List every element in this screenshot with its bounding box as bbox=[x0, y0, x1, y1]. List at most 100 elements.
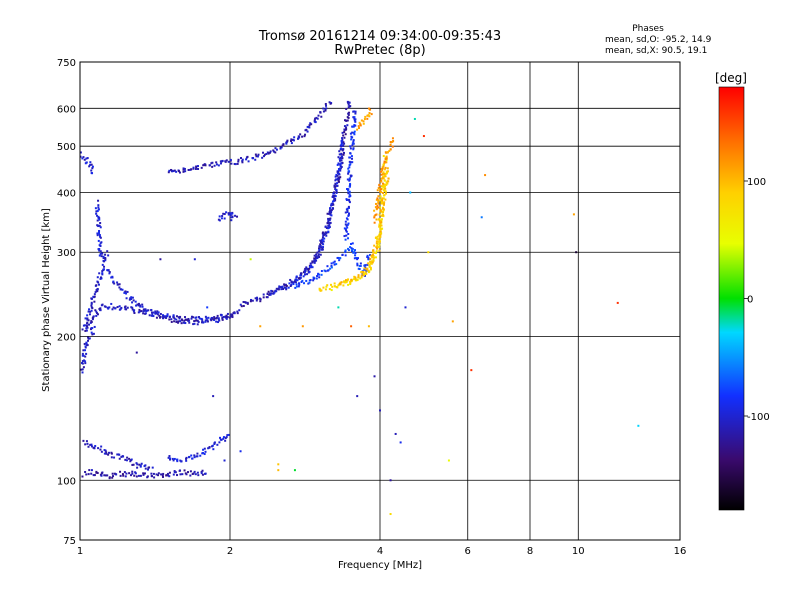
data-point bbox=[237, 160, 240, 163]
data-point bbox=[348, 201, 351, 204]
data-point bbox=[319, 239, 322, 242]
data-point bbox=[254, 297, 257, 300]
data-point bbox=[225, 159, 228, 162]
data-point bbox=[229, 212, 232, 215]
data-point bbox=[342, 151, 345, 154]
data-point bbox=[166, 314, 169, 317]
data-point bbox=[108, 271, 111, 274]
data-point bbox=[365, 272, 368, 275]
data-point bbox=[106, 250, 109, 253]
data-point bbox=[301, 279, 304, 282]
data-point bbox=[172, 459, 175, 462]
data-point bbox=[135, 351, 138, 354]
data-point bbox=[327, 221, 330, 224]
data-point bbox=[376, 235, 379, 238]
data-point bbox=[356, 128, 359, 131]
data-point bbox=[79, 155, 82, 158]
data-point bbox=[116, 453, 119, 456]
data-point bbox=[198, 317, 201, 320]
data-point bbox=[231, 216, 234, 219]
data-point bbox=[353, 124, 356, 127]
data-point bbox=[382, 206, 385, 209]
data-point bbox=[85, 341, 88, 344]
data-point bbox=[319, 243, 322, 246]
data-point bbox=[349, 132, 352, 135]
data-point bbox=[90, 443, 93, 446]
data-point bbox=[135, 462, 138, 465]
data-point bbox=[268, 293, 271, 296]
data-point bbox=[331, 200, 334, 203]
data-point bbox=[90, 304, 93, 307]
data-point bbox=[354, 279, 357, 282]
data-point bbox=[378, 223, 381, 226]
data-point bbox=[362, 274, 365, 277]
data-point bbox=[330, 262, 333, 265]
data-point bbox=[142, 310, 145, 313]
data-point bbox=[236, 312, 239, 315]
data-point bbox=[345, 107, 348, 110]
data-point bbox=[316, 251, 319, 254]
data-point bbox=[113, 456, 116, 459]
data-point bbox=[130, 296, 133, 299]
data-point bbox=[318, 245, 321, 248]
data-point bbox=[192, 472, 195, 475]
data-point bbox=[111, 472, 114, 475]
data-point bbox=[404, 306, 407, 309]
data-point bbox=[384, 175, 387, 178]
data-point bbox=[364, 271, 367, 274]
data-point bbox=[391, 137, 394, 140]
data-point bbox=[326, 265, 329, 268]
data-point bbox=[347, 172, 350, 175]
data-point bbox=[224, 315, 227, 318]
data-point bbox=[220, 438, 223, 441]
data-point bbox=[386, 182, 389, 185]
data-point bbox=[372, 258, 375, 261]
data-point bbox=[343, 281, 346, 284]
data-point bbox=[86, 344, 89, 347]
data-point bbox=[302, 275, 305, 278]
data-point bbox=[387, 177, 390, 180]
data-point bbox=[338, 153, 341, 156]
data-point bbox=[380, 218, 383, 221]
data-point bbox=[391, 140, 394, 143]
data-point bbox=[244, 301, 247, 304]
data-point bbox=[341, 138, 344, 141]
data-point bbox=[271, 290, 274, 293]
data-point bbox=[348, 156, 351, 159]
data-point bbox=[346, 116, 349, 119]
data-point bbox=[328, 219, 331, 222]
data-point bbox=[372, 259, 375, 262]
colorbar-label: [deg] bbox=[715, 71, 747, 85]
data-point bbox=[274, 151, 277, 154]
data-point bbox=[328, 212, 331, 215]
data-point bbox=[352, 147, 355, 150]
data-point bbox=[328, 226, 331, 229]
data-point bbox=[138, 308, 141, 311]
data-point bbox=[203, 453, 206, 456]
data-point bbox=[86, 442, 89, 445]
data-point bbox=[95, 284, 98, 287]
data-point bbox=[192, 323, 195, 326]
data-point bbox=[347, 247, 350, 250]
data-point bbox=[100, 241, 103, 244]
data-point bbox=[94, 291, 97, 294]
data-point bbox=[320, 270, 323, 273]
data-point bbox=[346, 207, 349, 210]
data-point bbox=[342, 141, 345, 144]
data-point bbox=[385, 155, 388, 158]
data-point bbox=[325, 232, 328, 235]
data-point bbox=[319, 253, 322, 256]
data-point bbox=[160, 473, 163, 476]
data-point bbox=[222, 436, 225, 439]
data-point bbox=[349, 194, 352, 197]
data-point bbox=[96, 276, 99, 279]
data-point bbox=[165, 315, 168, 318]
data-point bbox=[374, 214, 377, 217]
data-point bbox=[234, 214, 237, 217]
data-point bbox=[347, 249, 350, 252]
data-point bbox=[309, 262, 312, 265]
data-point bbox=[324, 109, 327, 112]
data-point bbox=[340, 156, 343, 159]
data-point bbox=[239, 303, 242, 306]
data-point bbox=[377, 195, 380, 198]
